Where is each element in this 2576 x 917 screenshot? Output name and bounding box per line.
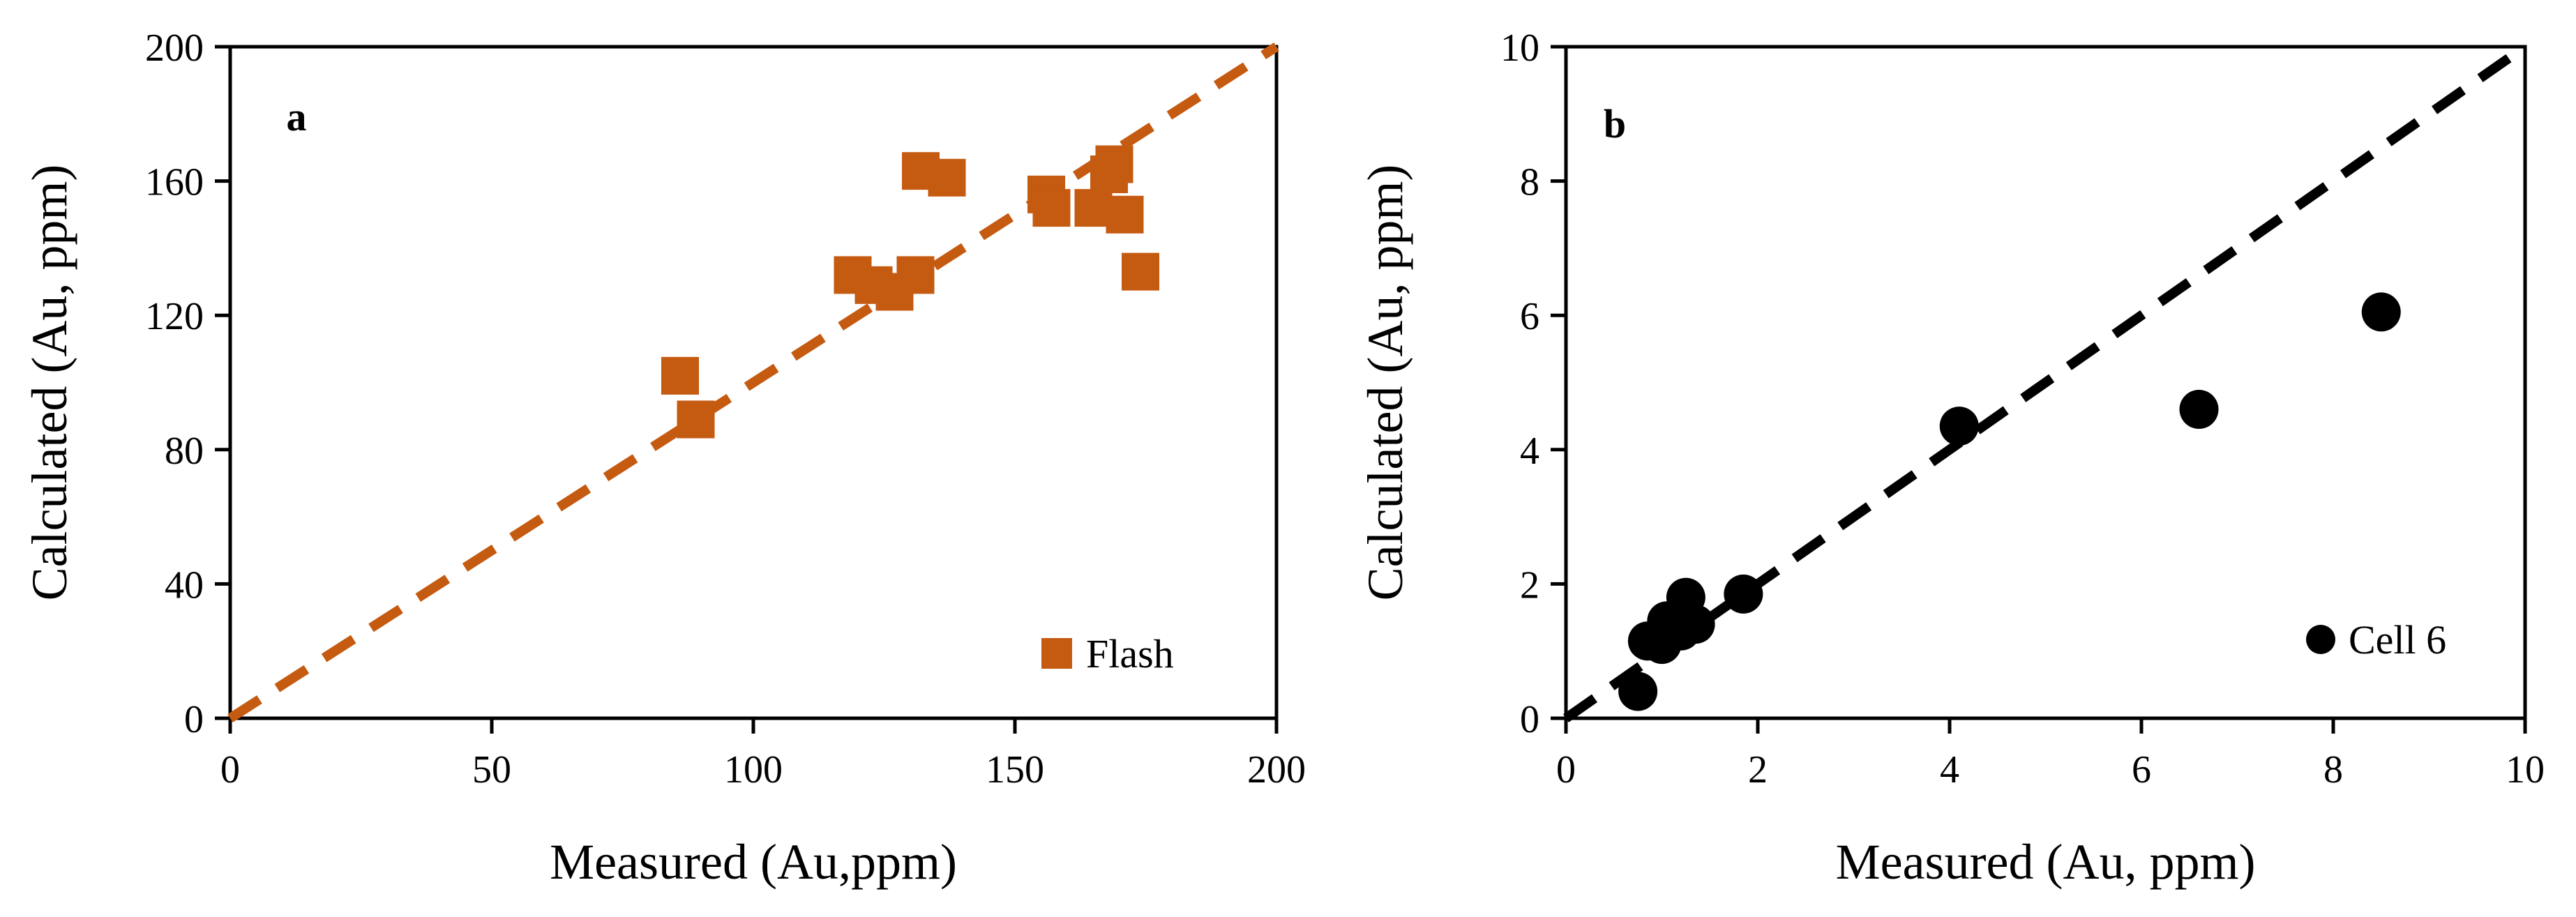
y-tick-label: 0 — [184, 698, 204, 741]
y-axis-title: Calculated (Au, ppm) — [1357, 165, 1413, 601]
reference-line — [1562, 43, 2529, 722]
y-tick-label: 2 — [1520, 563, 1539, 607]
y-tick-label: 80 — [165, 430, 204, 473]
data-point — [1106, 195, 1144, 234]
data-point — [1675, 605, 1715, 644]
x-tick-label: 150 — [986, 748, 1044, 791]
x-tick-label: 8 — [2323, 748, 2343, 791]
panel-letter: b — [1604, 101, 1626, 146]
x-tick-label: 50 — [472, 748, 511, 791]
panel-b: 0 2 4 6 8 10 0 2 4 6 8 10 Cell 6 b Measured (Au, ppm) C… — [1357, 26, 2545, 890]
y-tick-label: 120 — [145, 295, 204, 338]
y-tick-label: 200 — [145, 26, 204, 70]
x-tick-label: 0 — [1556, 748, 1576, 791]
x-tick-label: 10 — [2506, 748, 2545, 791]
data-point — [1618, 672, 1658, 711]
x-tick-label: 0 — [220, 748, 240, 791]
x-axis-title: Measured (Au, ppm) — [1836, 834, 2256, 890]
data-point — [896, 256, 935, 294]
data-point — [2179, 390, 2219, 430]
legend-marker — [2306, 625, 2335, 654]
plot-area-frame — [1564, 45, 2527, 720]
x-axis-title: Measured (Au,ppm) — [550, 834, 957, 890]
y-tick-label: 8 — [1520, 161, 1539, 204]
x-tick-label: 4 — [1940, 748, 1959, 791]
panel-a: 0 40 80 120 160 200 0 50 100 150 200 Flash a Measured… — [22, 26, 1306, 890]
data-point — [1032, 189, 1071, 227]
legend-label: Cell 6 — [2349, 617, 2446, 662]
data-point — [1724, 574, 1763, 614]
y-tick-label: 6 — [1520, 295, 1539, 338]
y-tick-label: 160 — [145, 161, 204, 204]
data-point — [661, 356, 699, 395]
data-point — [1939, 407, 1979, 446]
y-tick-label: 40 — [165, 563, 204, 607]
x-tick-label: 100 — [724, 748, 783, 791]
data-point — [2361, 292, 2401, 332]
data-point — [928, 158, 966, 197]
data-point — [1095, 145, 1133, 183]
legend-label: Flash — [1086, 631, 1174, 676]
data-point — [1122, 252, 1159, 291]
x-tick-label: 200 — [1247, 748, 1306, 791]
y-axis-title: Calculated (Au, ppm) — [22, 165, 77, 601]
panel-letter: a — [287, 94, 307, 139]
x-tick-label: 2 — [1748, 748, 1768, 791]
legend-marker — [1041, 638, 1072, 669]
y-tick-label: 10 — [1500, 26, 1539, 70]
data-point — [677, 400, 715, 439]
y-tick-label: 4 — [1520, 430, 1539, 473]
x-tick-label: 6 — [2132, 748, 2151, 791]
y-tick-label: 0 — [1520, 698, 1539, 741]
